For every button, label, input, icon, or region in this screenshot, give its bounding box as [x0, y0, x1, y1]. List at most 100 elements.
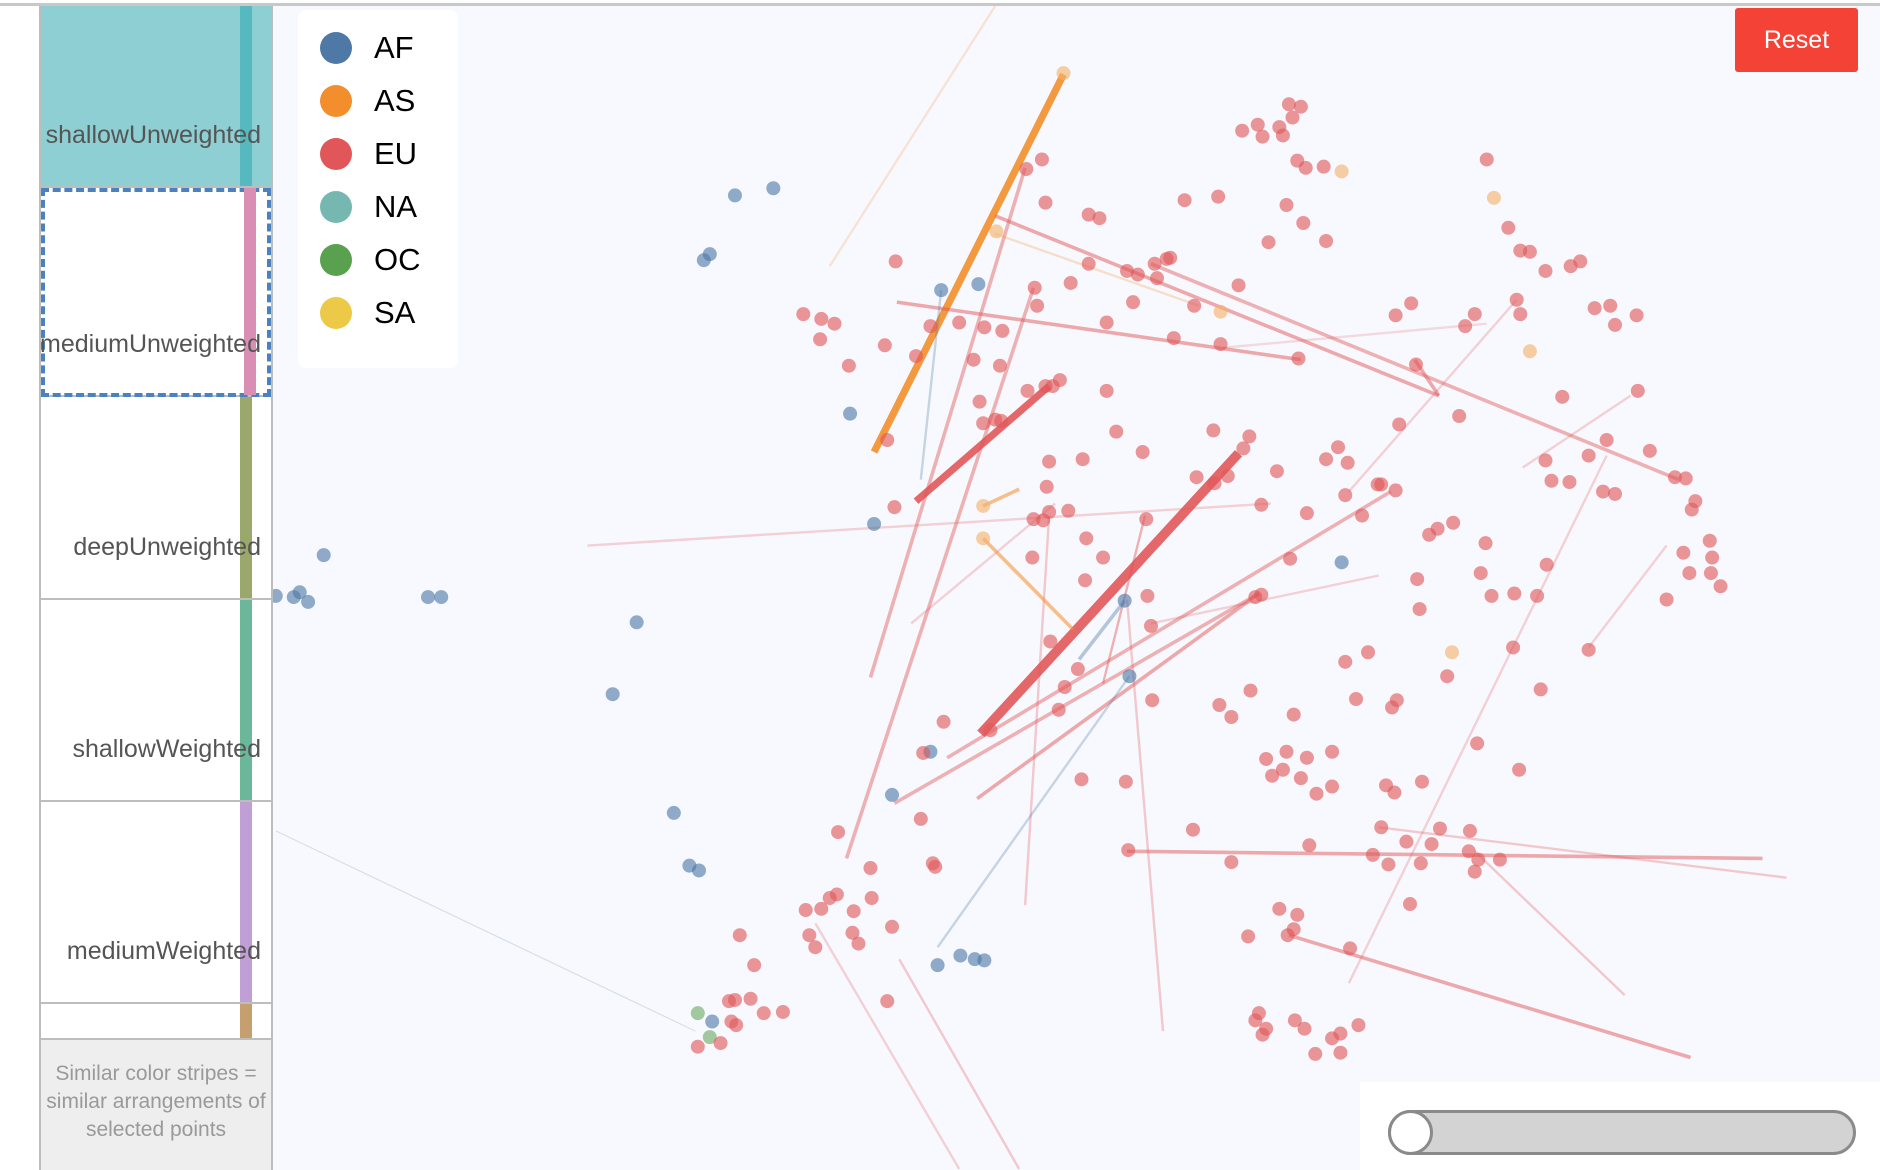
- point-af[interactable]: [885, 787, 900, 802]
- point-eu[interactable]: [1099, 315, 1114, 330]
- point-eu[interactable]: [983, 723, 998, 738]
- point-eu[interactable]: [775, 1004, 790, 1019]
- point-eu[interactable]: [1538, 263, 1553, 278]
- point-eu[interactable]: [972, 394, 987, 409]
- point-eu[interactable]: [1410, 572, 1425, 587]
- point-af[interactable]: [843, 406, 858, 421]
- point-eu[interactable]: [798, 903, 813, 918]
- point-eu[interactable]: [1676, 545, 1691, 560]
- point-eu[interactable]: [1533, 682, 1548, 697]
- point-eu[interactable]: [1279, 744, 1294, 759]
- point-eu[interactable]: [729, 1018, 744, 1033]
- point-eu[interactable]: [1608, 486, 1623, 501]
- point-as[interactable]: [989, 224, 1004, 239]
- point-eu[interactable]: [1235, 123, 1250, 138]
- point-oc[interactable]: [690, 1006, 705, 1021]
- point-eu[interactable]: [1473, 566, 1488, 581]
- point-eu[interactable]: [1596, 484, 1611, 499]
- point-eu[interactable]: [1507, 586, 1522, 601]
- point-eu[interactable]: [1705, 550, 1720, 565]
- point-eu[interactable]: [1414, 774, 1429, 789]
- point-eu[interactable]: [1461, 844, 1476, 859]
- point-eu[interactable]: [1467, 307, 1482, 322]
- point-af[interactable]: [434, 590, 449, 605]
- point-eu[interactable]: [1388, 308, 1403, 323]
- point-eu[interactable]: [1281, 97, 1296, 112]
- point-eu[interactable]: [756, 1006, 771, 1021]
- point-eu[interactable]: [1296, 216, 1311, 231]
- point-eu[interactable]: [1522, 244, 1537, 259]
- point-eu[interactable]: [1424, 837, 1439, 852]
- point-eu[interactable]: [1492, 852, 1507, 867]
- point-eu[interactable]: [1269, 464, 1284, 479]
- point-eu[interactable]: [1025, 550, 1040, 565]
- point-eu[interactable]: [1220, 468, 1235, 483]
- point-eu[interactable]: [1061, 503, 1076, 518]
- point-as[interactable]: [1056, 66, 1071, 81]
- point-eu[interactable]: [1293, 99, 1308, 114]
- point-eu[interactable]: [1343, 941, 1358, 956]
- point-eu[interactable]: [1121, 843, 1136, 858]
- point-eu[interactable]: [1057, 680, 1072, 695]
- point-eu[interactable]: [1254, 587, 1269, 602]
- point-eu[interactable]: [1212, 698, 1227, 712]
- point-eu[interactable]: [1299, 750, 1314, 765]
- point-eu[interactable]: [1659, 592, 1674, 607]
- point-eu[interactable]: [1299, 506, 1314, 521]
- point-eu[interactable]: [1081, 256, 1096, 271]
- point-eu[interactable]: [1140, 588, 1155, 603]
- point-eu[interactable]: [1630, 383, 1645, 398]
- point-eu[interactable]: [1177, 193, 1192, 208]
- point-eu[interactable]: [1255, 129, 1270, 144]
- arrangement-panel[interactable]: [41, 1004, 271, 1040]
- point-eu[interactable]: [913, 811, 928, 826]
- point-eu[interactable]: [909, 349, 924, 364]
- point-eu[interactable]: [1074, 772, 1089, 787]
- point-eu[interactable]: [1422, 527, 1437, 542]
- point-eu[interactable]: [1355, 508, 1370, 523]
- slider-track[interactable]: [1388, 1110, 1856, 1155]
- point-eu[interactable]: [1043, 634, 1058, 649]
- point-eu[interactable]: [1145, 693, 1160, 708]
- point-eu[interactable]: [1667, 470, 1682, 485]
- point-eu[interactable]: [994, 413, 1009, 428]
- point-eu[interactable]: [992, 358, 1007, 373]
- point-eu[interactable]: [1319, 233, 1334, 248]
- point-eu[interactable]: [1261, 235, 1276, 250]
- point-eu[interactable]: [690, 1039, 705, 1054]
- point-af[interactable]: [1117, 593, 1132, 608]
- point-eu[interactable]: [1166, 331, 1181, 346]
- point-eu[interactable]: [1467, 864, 1482, 879]
- point-eu[interactable]: [1392, 417, 1407, 432]
- point-eu[interactable]: [1484, 588, 1499, 603]
- point-eu[interactable]: [1684, 502, 1699, 517]
- point-eu[interactable]: [1150, 271, 1165, 286]
- legend-item-eu[interactable]: EU: [320, 134, 417, 174]
- point-af[interactable]: [629, 615, 644, 630]
- point-eu[interactable]: [846, 904, 861, 919]
- point-af[interactable]: [666, 805, 681, 820]
- point-eu[interactable]: [1678, 471, 1693, 486]
- point-eu[interactable]: [1471, 852, 1486, 867]
- point-eu[interactable]: [841, 358, 856, 373]
- point-eu[interactable]: [1130, 267, 1145, 282]
- point-eu[interactable]: [1501, 220, 1516, 235]
- point-eu[interactable]: [1478, 536, 1493, 551]
- point-eu[interactable]: [1039, 479, 1054, 494]
- scatter-plot-area[interactable]: [273, 6, 1880, 1170]
- point-eu[interactable]: [1286, 707, 1301, 722]
- point-eu[interactable]: [1185, 822, 1200, 837]
- point-eu[interactable]: [1224, 855, 1239, 870]
- point-eu[interactable]: [995, 323, 1010, 338]
- point-eu[interactable]: [827, 316, 842, 331]
- point-as[interactable]: [1444, 645, 1459, 660]
- point-eu[interactable]: [1555, 389, 1570, 404]
- reset-button[interactable]: Reset: [1735, 8, 1858, 72]
- point-eu[interactable]: [1703, 566, 1718, 581]
- point-eu[interactable]: [831, 825, 846, 840]
- point-eu[interactable]: [1389, 693, 1404, 708]
- point-eu[interactable]: [1254, 497, 1269, 512]
- point-eu[interactable]: [1316, 159, 1331, 174]
- point-eu[interactable]: [880, 994, 895, 1009]
- point-eu[interactable]: [1187, 298, 1202, 313]
